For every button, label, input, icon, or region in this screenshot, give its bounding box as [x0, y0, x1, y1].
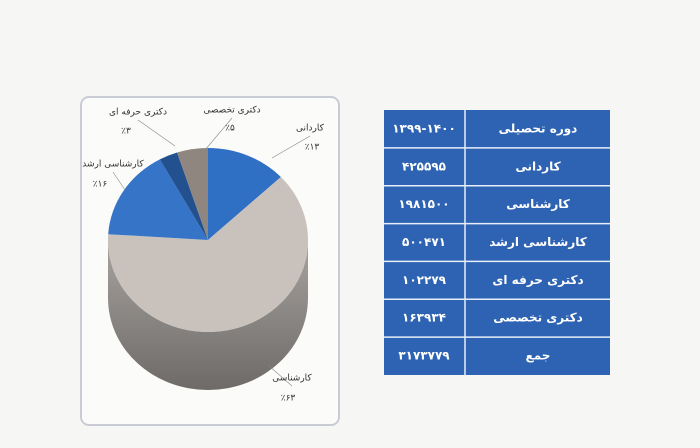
category-label: دکتری تخصصی: [203, 106, 260, 116]
row-label: کاردانی: [515, 159, 560, 173]
pie-slice: [108, 159, 208, 240]
category-label: کارشناسی: [272, 374, 312, 384]
row-label: جمع: [526, 349, 551, 363]
leader-line: [137, 119, 176, 147]
row-value: ۱۹۸۱۵۰۰: [398, 197, 449, 211]
pie: [107, 148, 309, 390]
value-label: ٪۱۳: [305, 143, 320, 153]
row-value: ۳۱۷۳۷۷۹: [398, 349, 450, 363]
table-background: [384, 110, 610, 375]
leader-line: [267, 364, 293, 387]
leader-line: [271, 135, 311, 159]
value-label: ٪۱۶: [93, 180, 108, 190]
value-label: ٪۳: [121, 127, 131, 137]
leader-line: [112, 171, 126, 191]
value-label: ٪۵: [225, 124, 235, 134]
row-value: ۱۶۳۹۳۴: [402, 311, 446, 325]
table: دوره تحصیلی ۱۳۹۹-۱۴۰۰ کاردانی ۴۲۵۵۹۵ کارشناس…: [384, 110, 610, 375]
row-label: کارشناسی: [506, 197, 570, 211]
pie-slice: [159, 152, 208, 240]
row-value: ۱۳۹۹-۱۴۰۰: [392, 121, 456, 135]
category-label: کاردانی: [296, 124, 325, 134]
value-label: ٪۶۳: [281, 394, 296, 404]
pie-side: [108, 240, 308, 390]
leader-line: [204, 117, 233, 151]
pie-slice: [208, 148, 281, 240]
row-value: ۴۲۵۵۹۵: [402, 159, 446, 173]
row-label: کارشناسی ارشد: [489, 235, 586, 249]
row-label: دوره تحصیلی: [499, 121, 578, 136]
row-label: دکتری حرفه ای: [492, 273, 583, 287]
pie-slice: [107, 177, 309, 332]
row-value: ۱۰۲۲۷۹: [402, 273, 447, 287]
category-label: کارشناسی ارشد: [82, 160, 144, 170]
pie-labels: کاردانی ٪۱۳ کارشناسی ٪۶۳ کارشناسی ارشد ٪۱۶ دکت…: [82, 106, 324, 404]
row-label: دکتری تخصصی: [493, 311, 583, 325]
pie-slice: [177, 148, 208, 240]
category-label: دکتری حرفه ای: [109, 108, 167, 118]
row-value: ۵۰۰۴۷۱: [402, 235, 446, 249]
